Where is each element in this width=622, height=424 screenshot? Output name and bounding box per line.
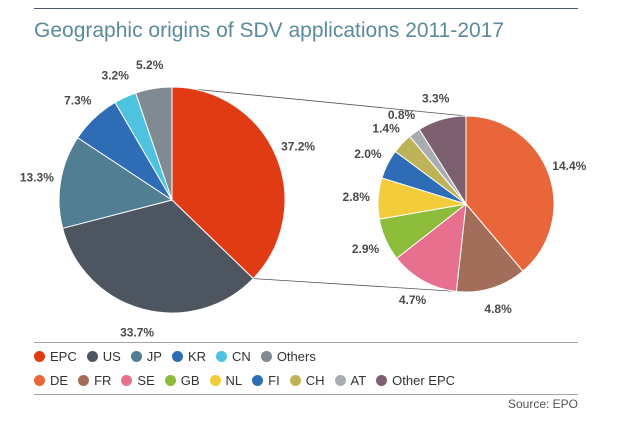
legend-swatch (121, 374, 133, 386)
main-legend-item-cn: CN (216, 349, 251, 364)
legend-label: EPC (50, 348, 77, 364)
legend-swatch (34, 350, 45, 362)
legend-label: SE (137, 372, 155, 388)
main-slice-jp (58, 137, 174, 229)
epc-label-other-epc: 3.3% (422, 91, 450, 105)
legend-swatch (209, 374, 221, 386)
main-label-cn: 3.2% (102, 68, 130, 82)
connector-line-top (171, 86, 467, 117)
legend-label: DE (50, 372, 69, 388)
main-slice-others (135, 86, 173, 201)
epc-label-ch: 1.4% (372, 121, 400, 135)
epc-legend-item-gb: GB (164, 372, 200, 388)
epc-legend-item-de: DE (34, 373, 68, 388)
main-label-others: 5.2% (136, 58, 164, 72)
legend-swatch (260, 350, 272, 362)
epc-label-se: 4.7% (399, 293, 427, 307)
legend-label: CN (232, 348, 251, 364)
legend-swatch (171, 350, 183, 362)
epc-label-nl: 2.8% (343, 190, 371, 204)
epc-slice-other-epc (418, 115, 467, 206)
legend-label: NL (225, 372, 243, 388)
main-legend-item-jp: JP (130, 348, 162, 364)
legend-label: GB (180, 372, 200, 388)
chart-title: Geographic origins of SDV applications 2… (34, 19, 505, 42)
main-slice-epc (171, 86, 286, 280)
pie-charts: 37.2% 33.7% 13.3% 7.3% 3.2% 5.2% 14.4% 4.8% 4.7… (20, 58, 587, 340)
legend-divider-top (34, 342, 578, 343)
legend-swatch (130, 350, 142, 362)
legend-label: Others (276, 348, 316, 364)
legend-swatch (252, 374, 264, 386)
legend-label: Other EPC (392, 372, 456, 388)
main-legend-item-epc: EPC (34, 349, 77, 364)
top-rule (34, 8, 578, 9)
epc-slice-se (396, 202, 467, 293)
main-label-us: 33.7% (120, 326, 154, 340)
epc-label-at: 0.8% (388, 108, 416, 122)
epc-label-de: 14.4% (552, 159, 586, 173)
main-legend-item-others: Others (260, 348, 316, 364)
legend-swatch (289, 374, 301, 386)
legend-swatch (334, 374, 346, 386)
epc-label-fr: 4.8% (484, 302, 512, 316)
epc-legend-item-fr: FR (78, 373, 111, 388)
main-legend-item-us: US (86, 348, 121, 364)
legend-label: KR (187, 348, 207, 364)
source-note: Source: EPO (507, 397, 578, 411)
epc-legend-item-ch: CH (289, 372, 325, 388)
epc-legend-item-at: AT (334, 372, 367, 388)
legend-label: CH (305, 372, 325, 388)
epc-legend-item-other-epc: Other EPC (376, 373, 455, 388)
main-pie: 37.2% 33.7% 13.3% 7.3% 3.2% 5.2% (20, 58, 316, 340)
legend-divider-bottom (34, 394, 578, 395)
epc-slice-fr (455, 202, 524, 293)
main-label-kr: 7.3% (64, 94, 92, 108)
legend-swatch (78, 374, 90, 386)
legend-label: FI (268, 372, 280, 388)
legend-label: FR (94, 372, 112, 388)
legend-swatch (86, 350, 98, 362)
main-label-epc: 37.2% (281, 140, 315, 154)
main-label-jp: 13.3% (20, 171, 54, 185)
epc-label-gb: 2.9% (352, 242, 380, 256)
legend-swatch (216, 350, 228, 362)
legend-label: JP (146, 348, 162, 364)
epc-label-fi: 2.0% (354, 147, 382, 161)
legend-main: EPC US JP KR CN Others (34, 348, 326, 364)
epc-slice-de (465, 115, 555, 272)
epc-breakdown-pie: 14.4% 4.8% 4.7% 2.9% 2.8% 2.0% 1.4%0.8% 3.3% (343, 91, 587, 316)
legend-label: US (102, 348, 121, 364)
legend-epc: DE FR SE GB NL FI CH AT Other EPC (34, 372, 465, 388)
epc-legend-item-se: SE (121, 372, 155, 388)
main-slice-us (61, 199, 254, 314)
legend-swatch (164, 374, 176, 386)
epc-legend-item-nl: NL (209, 372, 243, 388)
connector-line-bottom (253, 278, 467, 293)
legend-label: AT (350, 372, 367, 388)
legend-swatch (376, 374, 388, 386)
epc-legend-item-fi: FI (252, 373, 280, 388)
legend-swatch (34, 374, 45, 386)
main-legend-item-kr: KR (171, 348, 207, 364)
